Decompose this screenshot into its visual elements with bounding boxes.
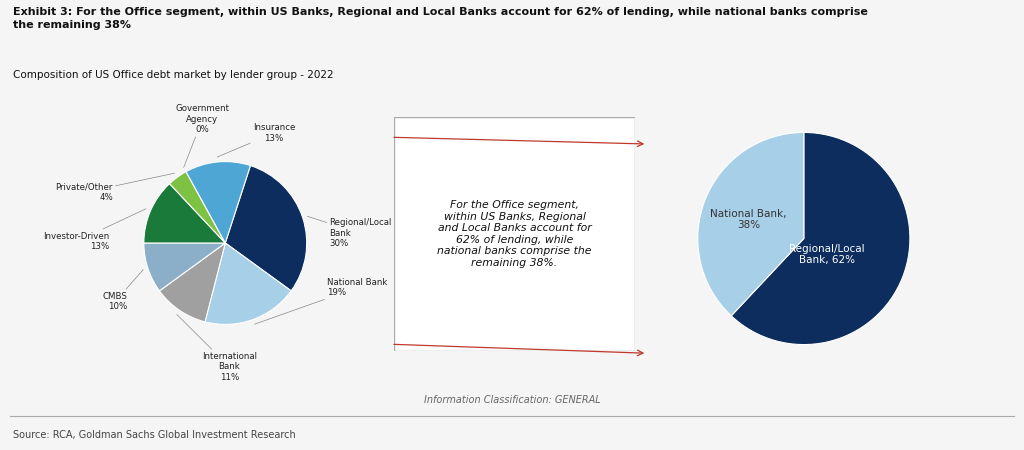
- Text: Information Classification: GENERAL: Information Classification: GENERAL: [424, 395, 600, 405]
- Wedge shape: [205, 243, 291, 324]
- Wedge shape: [143, 184, 225, 243]
- Text: Government
Agency
0%: Government Agency 0%: [175, 104, 229, 167]
- Text: National Bank
19%: National Bank 19%: [255, 278, 387, 324]
- Text: Regional/Local
Bank
30%: Regional/Local Bank 30%: [307, 216, 392, 248]
- Wedge shape: [731, 132, 910, 345]
- Text: Composition of US Office debt market by lender group - 2022: Composition of US Office debt market by …: [13, 70, 334, 80]
- Text: CMBS
10%: CMBS 10%: [102, 270, 143, 311]
- FancyBboxPatch shape: [394, 117, 635, 351]
- Text: Regional/Local
Bank, 62%: Regional/Local Bank, 62%: [790, 243, 865, 265]
- Wedge shape: [170, 171, 225, 243]
- Text: International
Bank
11%: International Bank 11%: [177, 315, 257, 382]
- Text: Exhibit 3: For the Office segment, within US Banks, Regional and Local Banks acc: Exhibit 3: For the Office segment, withi…: [13, 7, 868, 30]
- Wedge shape: [225, 166, 307, 291]
- Text: Source: RCA, Goldman Sachs Global Investment Research: Source: RCA, Goldman Sachs Global Invest…: [13, 430, 296, 440]
- Wedge shape: [697, 132, 804, 316]
- Wedge shape: [186, 171, 225, 243]
- Text: Insurance
13%: Insurance 13%: [217, 123, 295, 157]
- Text: National Bank,
38%: National Bank, 38%: [711, 209, 786, 230]
- Text: Private/Other
4%: Private/Other 4%: [55, 173, 174, 202]
- Wedge shape: [143, 243, 225, 291]
- Text: Investor-Driven
13%: Investor-Driven 13%: [43, 209, 146, 251]
- Wedge shape: [186, 162, 251, 243]
- Wedge shape: [160, 243, 225, 322]
- Text: For the Office segment,
within US Banks, Regional
and Local Banks account for
62: For the Office segment, within US Banks,…: [437, 200, 592, 268]
